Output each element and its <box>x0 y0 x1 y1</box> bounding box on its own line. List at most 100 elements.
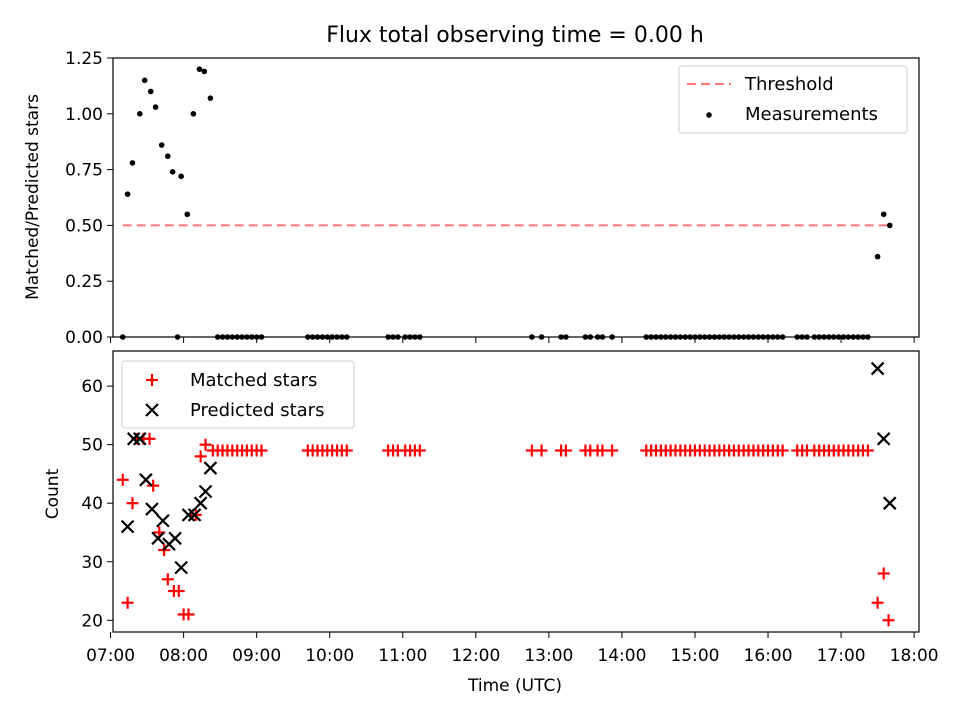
measurements-point <box>190 111 197 117</box>
measurements-point <box>886 222 893 229</box>
measurements-point <box>196 66 203 72</box>
predicted-stars-point <box>139 473 153 487</box>
chart-title: Flux total observing time = 0.00 h <box>326 23 704 48</box>
x-tick-label: 10:00 <box>305 646 354 666</box>
bottom-y-ticks: 20 30 40 50 60 <box>81 377 113 631</box>
measurements-point <box>880 211 887 218</box>
measurements-point <box>147 88 154 95</box>
matched-stars-point <box>882 614 895 627</box>
bottom-x-ticks: 07:00 08:00 09:00 10:00 11:00 12:00 13:00 14:00… <box>86 632 939 666</box>
x-tick-label: 18:00 <box>890 646 939 666</box>
measurements-point <box>184 211 191 218</box>
legend-predicted-label: Predicted stars <box>190 400 324 421</box>
y-tick-label: 0.00 <box>65 328 103 348</box>
top-plot-frame <box>112 57 920 338</box>
predicted-stars-point <box>876 432 891 446</box>
legend-predicted-swatch <box>145 403 159 417</box>
predicted-stars-point <box>187 508 202 522</box>
measurements-point <box>158 142 165 148</box>
predicted-stars-point <box>174 560 188 575</box>
matched-stars-point <box>199 438 212 451</box>
bottom-plot-frame <box>112 350 920 633</box>
x-tick-label: 07:00 <box>86 646 135 666</box>
matched-stars-point <box>143 432 156 445</box>
top-y-ticks: 0.00 0.25 0.50 0.75 1.00 1.25 <box>65 49 113 348</box>
measurements-point <box>136 111 143 117</box>
matched-stars-point <box>413 444 426 457</box>
x-tick-label: 09:00 <box>232 646 281 666</box>
legend-measurements-swatch <box>706 112 712 118</box>
x-tick-label: 12:00 <box>451 646 500 666</box>
top-legend: Threshold Measurements <box>678 65 908 134</box>
y-tick-label: 1.00 <box>65 105 103 125</box>
matched-stars-point <box>535 444 548 457</box>
matched-stars-point <box>776 444 789 457</box>
measurements-point <box>141 77 148 84</box>
matched-stars-point <box>147 479 160 492</box>
predicted-stars-point <box>156 513 170 528</box>
predicted-stars-point <box>168 531 182 546</box>
y-tick-label: 1.25 <box>65 49 103 69</box>
x-tick-label: 16:00 <box>744 646 793 666</box>
bottom-legend-frame <box>121 360 355 429</box>
predicted-stars-point <box>198 484 213 499</box>
bottom-legend: Matched stars Predicted stars <box>121 360 355 429</box>
bottom-plot-marks <box>116 361 897 627</box>
measurements-point <box>874 253 881 260</box>
y-tick-label: 0.25 <box>65 272 103 292</box>
y-tick-label: 0.50 <box>65 216 103 236</box>
predicted-stars-point <box>133 432 147 446</box>
matched-stars-point <box>340 444 353 457</box>
matched-stars-point <box>172 585 185 598</box>
matched-stars-point <box>116 473 129 486</box>
matched-stars-point <box>194 450 207 463</box>
measurements-point <box>152 104 159 110</box>
y-tick-label: 0.75 <box>65 161 103 181</box>
predicted-stars-point <box>203 461 218 475</box>
measurements-point <box>164 153 171 160</box>
matched-stars-point <box>126 497 139 510</box>
predicted-stars-point <box>126 432 141 446</box>
x-tick-label: 17:00 <box>817 646 866 666</box>
measurements-point <box>124 191 131 197</box>
predicted-stars-point <box>120 519 135 534</box>
y-tick-label: 60 <box>81 377 103 397</box>
y-tick-label: 40 <box>81 494 103 514</box>
measurements-point <box>201 68 208 75</box>
legend-measurements-label: Measurements <box>745 104 878 125</box>
y-tick-label: 30 <box>81 553 103 573</box>
x-tick-label: 11:00 <box>378 646 427 666</box>
top-legend-frame <box>678 65 908 134</box>
top-y-axis-label: Matched/Predicted stars <box>23 94 43 300</box>
x-axis-label: Time (UTC) <box>467 676 562 696</box>
matched-stars-point <box>255 444 268 457</box>
matched-stars-point <box>606 444 619 457</box>
legend-matched-label: Matched stars <box>190 370 317 391</box>
predicted-stars-point <box>145 502 159 516</box>
predicted-stars-point <box>181 508 196 522</box>
predicted-stars-point <box>193 496 208 510</box>
x-tick-label: 15:00 <box>670 646 719 666</box>
top-x-tick-marks <box>110 337 915 343</box>
matched-stars-point <box>861 444 874 457</box>
bottom-y-axis-label: Count <box>43 468 63 519</box>
measurements-point <box>178 173 184 180</box>
top-panel: Flux total observing time = 0.00 h Match… <box>23 23 920 348</box>
matched-stars-point <box>871 596 884 609</box>
matched-stars-point <box>161 573 174 586</box>
matched-stars-point <box>559 444 572 457</box>
y-tick-label: 20 <box>81 611 103 631</box>
matched-stars-point <box>121 596 134 609</box>
legend-threshold-label: Threshold <box>744 74 834 95</box>
predicted-stars-point <box>883 496 897 510</box>
measurements-point <box>169 169 176 175</box>
predicted-stars-point <box>151 531 165 546</box>
bottom-panel: Count Time (UTC) 20 30 40 50 60 07:00 08:00 09… <box>43 350 939 696</box>
measurements-point <box>129 160 136 166</box>
x-tick-label: 08:00 <box>159 646 208 666</box>
legend-matched-swatch <box>146 374 158 386</box>
x-tick-label: 14:00 <box>597 646 646 666</box>
measurements-point <box>207 95 214 101</box>
y-tick-label: 50 <box>81 436 103 456</box>
